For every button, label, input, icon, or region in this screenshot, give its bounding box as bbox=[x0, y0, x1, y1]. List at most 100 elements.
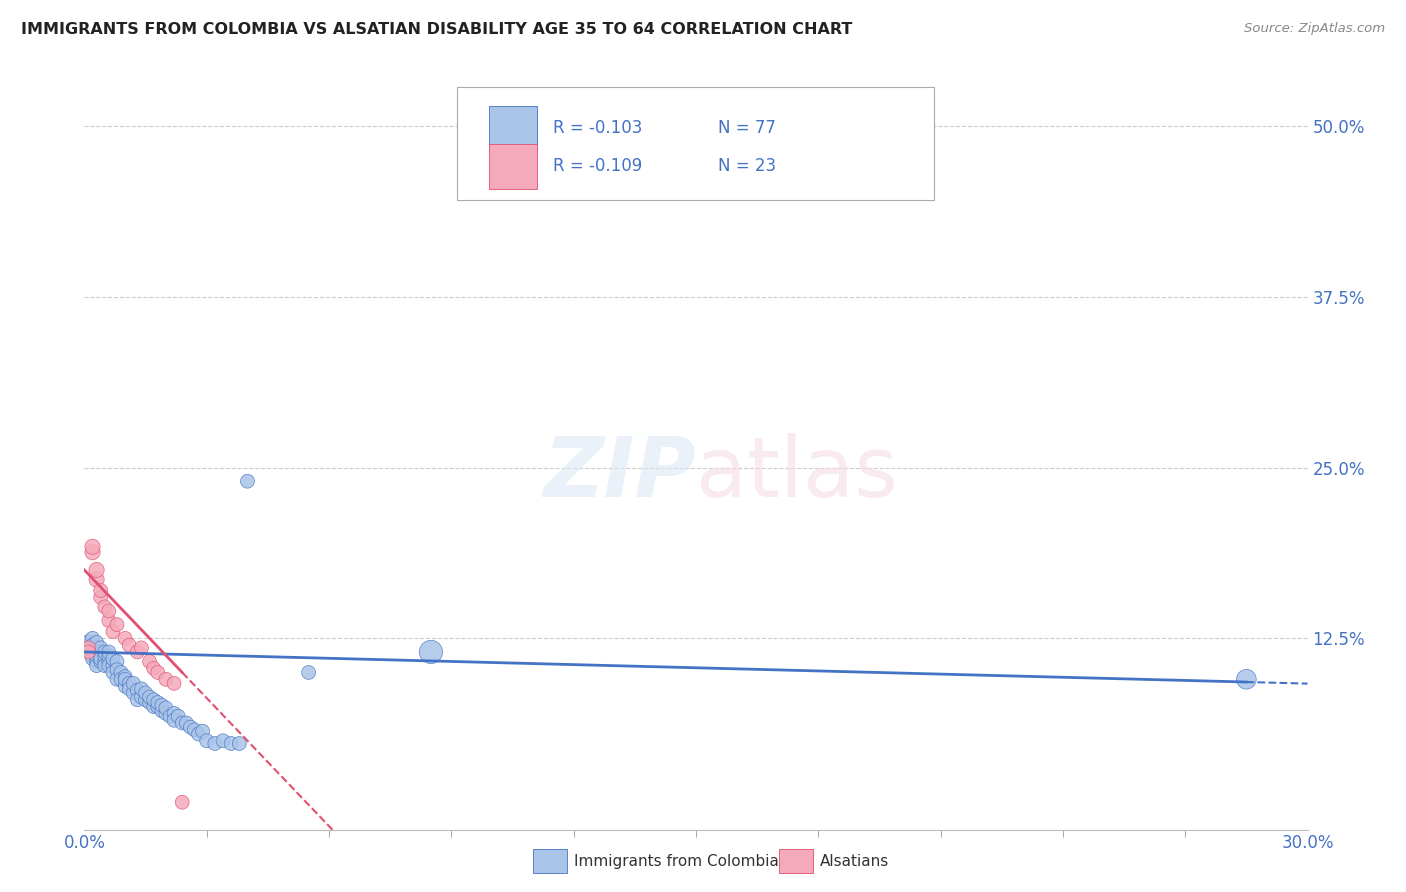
Point bbox=[159, 709, 181, 723]
Point bbox=[90, 645, 112, 659]
Point bbox=[118, 638, 141, 652]
Point bbox=[82, 640, 104, 655]
Point bbox=[204, 737, 226, 751]
Point bbox=[110, 673, 132, 687]
Point bbox=[155, 673, 177, 687]
Point bbox=[114, 673, 136, 687]
Point bbox=[420, 645, 443, 659]
Point bbox=[191, 724, 214, 739]
Point bbox=[77, 645, 100, 659]
Point bbox=[131, 640, 153, 655]
Point bbox=[114, 679, 136, 693]
Point bbox=[131, 690, 153, 704]
Point bbox=[86, 655, 108, 669]
Point bbox=[219, 737, 242, 751]
Point bbox=[172, 795, 194, 809]
Point bbox=[138, 696, 160, 710]
Point bbox=[146, 696, 169, 710]
Point bbox=[118, 681, 141, 696]
Point bbox=[93, 599, 115, 614]
Point bbox=[101, 658, 124, 673]
Point bbox=[212, 733, 235, 747]
Point bbox=[127, 645, 149, 659]
Point bbox=[86, 658, 108, 673]
Point bbox=[163, 676, 186, 690]
Point bbox=[183, 723, 205, 737]
Point bbox=[118, 676, 141, 690]
Point bbox=[86, 645, 108, 659]
Point bbox=[105, 663, 128, 677]
Point bbox=[77, 645, 100, 659]
Point bbox=[105, 617, 128, 632]
Point bbox=[122, 686, 145, 700]
Point bbox=[127, 693, 149, 707]
Point bbox=[172, 716, 194, 731]
Point bbox=[77, 635, 100, 649]
Point bbox=[82, 540, 104, 554]
Point bbox=[82, 545, 104, 559]
Point bbox=[86, 640, 108, 655]
Point bbox=[122, 676, 145, 690]
Point bbox=[86, 635, 108, 649]
Point bbox=[93, 658, 115, 673]
Point bbox=[195, 733, 218, 747]
Point bbox=[150, 698, 173, 713]
Point bbox=[127, 683, 149, 698]
Point bbox=[114, 669, 136, 683]
Point bbox=[110, 665, 132, 680]
Point bbox=[97, 648, 120, 663]
FancyBboxPatch shape bbox=[489, 144, 537, 188]
Point bbox=[82, 652, 104, 666]
Point bbox=[142, 661, 165, 675]
Point bbox=[142, 693, 165, 707]
Point bbox=[187, 727, 209, 741]
Point bbox=[97, 655, 120, 669]
Point bbox=[97, 604, 120, 618]
Point bbox=[138, 690, 160, 704]
Point bbox=[135, 686, 157, 700]
Text: ZIP: ZIP bbox=[543, 433, 696, 514]
Point bbox=[90, 648, 112, 663]
Text: IMMIGRANTS FROM COLOMBIA VS ALSATIAN DISABILITY AGE 35 TO 64 CORRELATION CHART: IMMIGRANTS FROM COLOMBIA VS ALSATIAN DIS… bbox=[21, 22, 852, 37]
Point bbox=[114, 632, 136, 646]
Point bbox=[155, 706, 177, 721]
Point bbox=[298, 665, 321, 680]
Point bbox=[105, 655, 128, 669]
Text: Alsatians: Alsatians bbox=[820, 855, 889, 869]
Point bbox=[155, 701, 177, 715]
Point bbox=[86, 573, 108, 587]
Point bbox=[90, 655, 112, 669]
Point bbox=[90, 591, 112, 605]
Point bbox=[146, 665, 169, 680]
Point bbox=[163, 713, 186, 727]
Text: Immigrants from Colombia: Immigrants from Colombia bbox=[574, 855, 779, 869]
FancyBboxPatch shape bbox=[457, 87, 935, 201]
Point bbox=[93, 645, 115, 659]
Point bbox=[101, 624, 124, 639]
Point bbox=[236, 474, 259, 488]
Point bbox=[90, 640, 112, 655]
Point bbox=[93, 648, 115, 663]
Point bbox=[167, 709, 190, 723]
Point bbox=[93, 655, 115, 669]
Point bbox=[82, 638, 104, 652]
Text: atlas: atlas bbox=[696, 433, 897, 514]
Point bbox=[82, 632, 104, 646]
Point bbox=[82, 648, 104, 663]
Point bbox=[179, 720, 201, 734]
Point bbox=[86, 563, 108, 577]
Point bbox=[86, 648, 108, 663]
Text: Source: ZipAtlas.com: Source: ZipAtlas.com bbox=[1244, 22, 1385, 36]
Point bbox=[97, 658, 120, 673]
Point bbox=[97, 645, 120, 659]
Point bbox=[101, 652, 124, 666]
Point bbox=[174, 716, 197, 731]
Point bbox=[142, 699, 165, 714]
FancyBboxPatch shape bbox=[489, 106, 537, 151]
Point bbox=[90, 583, 112, 598]
Point bbox=[138, 655, 160, 669]
Point bbox=[228, 737, 250, 751]
Point bbox=[146, 699, 169, 714]
Point bbox=[150, 704, 173, 718]
Point bbox=[90, 652, 112, 666]
